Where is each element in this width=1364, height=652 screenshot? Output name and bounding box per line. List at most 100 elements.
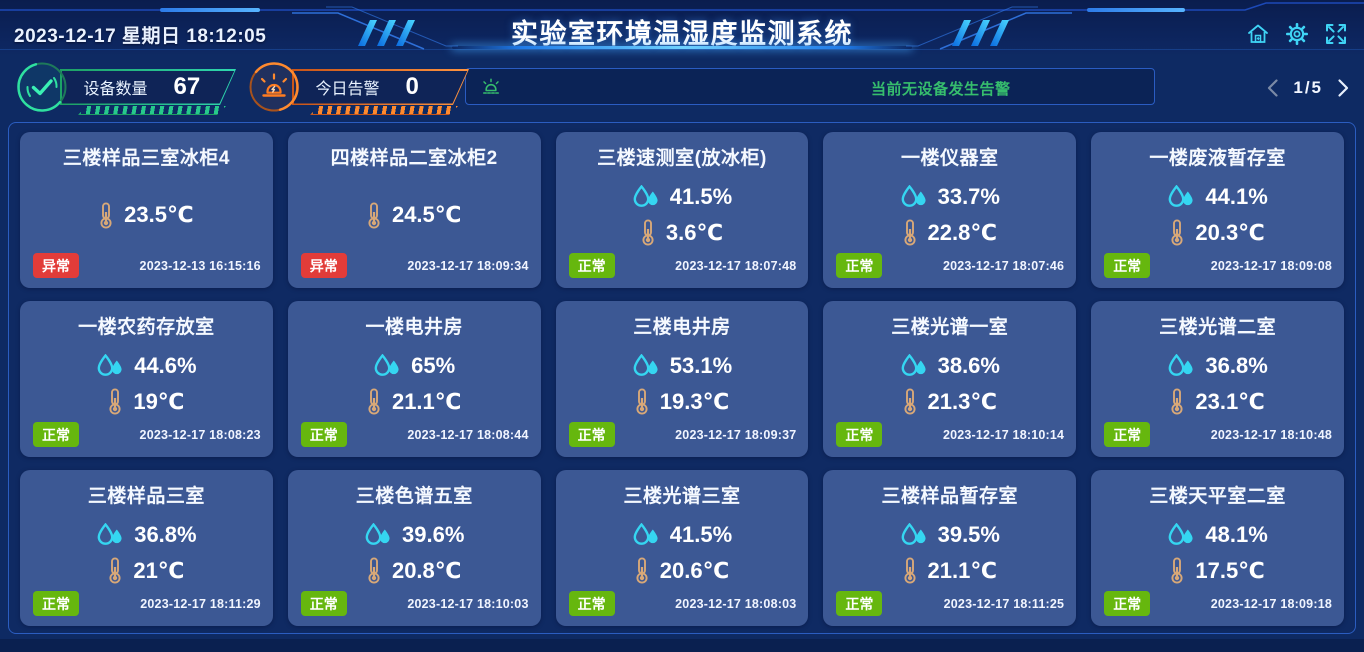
- timestamp: 2023-12-13 16:15:16: [139, 258, 261, 273]
- status-badge: 正常: [300, 591, 347, 616]
- device-card[interactable]: 一楼废液暂存室 44.1% 20.3℃ 正常 2023: [1091, 132, 1344, 288]
- humidity-reading: 65%: [373, 353, 455, 379]
- status-badge: 正常: [1104, 253, 1151, 278]
- alarm-count-label: 今日告警: [315, 81, 380, 98]
- temperature-reading: 20.3℃: [1170, 219, 1265, 246]
- humidity-icon: [901, 523, 926, 546]
- thermometer-icon: [1171, 219, 1183, 246]
- status-badge: 正常: [568, 253, 615, 278]
- datetime-display: 2023-12-17 星期日 18:12:05: [14, 26, 267, 47]
- thermometer-icon: [368, 201, 380, 229]
- thermometer-icon: [109, 388, 121, 415]
- humidity-reading: 39.6%: [364, 522, 464, 548]
- temperature-value: 19.3℃: [659, 388, 730, 414]
- device-card[interactable]: 三楼速测室(放冰柜) 41.5% 3.6℃ 正常 20: [555, 132, 809, 288]
- status-badge: 异常: [33, 253, 79, 278]
- device-card[interactable]: 三楼样品暂存室 39.5% 21.1℃ 正常 2023: [823, 470, 1077, 626]
- header-divider: [0, 49, 1364, 50]
- header-toolbar: [1246, 22, 1348, 46]
- room-name: 三楼样品暂存室: [881, 486, 1019, 507]
- timestamp: 2023-12-17 18:08:03: [675, 596, 797, 611]
- humidity-icon: [365, 523, 390, 546]
- temperature-reading: 24.5℃: [367, 201, 462, 229]
- humidity-value: 53.1%: [669, 352, 733, 378]
- timestamp: 2023-12-17 18:08:44: [407, 427, 529, 442]
- humidity-value: 41.5%: [669, 521, 733, 547]
- device-card[interactable]: 三楼色谱五室 39.6% 20.8℃ 正常 2023-: [287, 470, 541, 626]
- alarm-siren-icon: [249, 62, 299, 112]
- timestamp: 2023-12-17 18:07:46: [942, 258, 1065, 273]
- header: 2023-12-17 星期日 18:12:05 实验室环境温湿度监测系统: [0, 0, 1364, 56]
- status-badge: 正常: [300, 422, 347, 447]
- fullscreen-icon[interactable]: [1324, 22, 1348, 46]
- humidity-icon: [901, 185, 926, 208]
- settings-icon[interactable]: [1285, 22, 1309, 46]
- temperature-reading: 20.8℃: [367, 557, 461, 584]
- temperature-value: 20.6℃: [659, 557, 730, 583]
- humidity-icon: [1168, 354, 1193, 377]
- device-count-box: 设备数量 67: [60, 69, 236, 105]
- temperature-value: 21.1℃: [927, 557, 998, 583]
- prev-page-icon[interactable]: [1266, 78, 1279, 98]
- device-card[interactable]: 一楼农药存放室 44.6% 19℃ 正常 2023-1: [20, 301, 273, 457]
- temperature-reading: 21.1℃: [903, 557, 997, 584]
- humidity-value: 38.6%: [937, 352, 1000, 378]
- timestamp: 2023-12-17 18:08:23: [139, 427, 261, 442]
- timestamp: 2023-12-17 18:09:08: [1210, 258, 1332, 273]
- temperature-reading: 19℃: [108, 388, 184, 415]
- room-name: 三楼样品三室: [87, 486, 205, 507]
- device-card[interactable]: 三楼样品三室 36.8% 21℃ 正常 2023-12: [20, 470, 273, 626]
- temperature-reading: 3.6℃: [641, 219, 723, 246]
- temperature-reading: 21℃: [108, 557, 184, 584]
- timestamp: 2023-12-17 18:07:48: [675, 258, 797, 273]
- temperature-value: 21.3℃: [927, 388, 998, 414]
- humidity-icon: [901, 354, 926, 377]
- temperature-value: 17.5℃: [1195, 557, 1265, 583]
- alarm-count-box: 今日告警 0: [292, 69, 469, 105]
- thermometer-icon: [109, 557, 121, 584]
- device-card[interactable]: 一楼电井房 65% 21.1℃ 正常 2023-12-: [287, 301, 541, 457]
- timestamp: 2023-12-17 18:11:29: [140, 596, 261, 611]
- humidity-icon: [633, 354, 658, 377]
- status-badge: 正常: [836, 422, 883, 447]
- device-check-icon: [17, 62, 67, 112]
- temperature-value: 21℃: [133, 557, 185, 583]
- thermometer-icon: [642, 219, 654, 246]
- title-underline: [452, 46, 912, 49]
- humidity-icon: [374, 354, 399, 377]
- alarm-chevron-strip: [310, 106, 458, 115]
- humidity-icon: [1168, 523, 1193, 546]
- next-page-icon[interactable]: [1337, 78, 1350, 98]
- humidity-reading: 38.6%: [900, 353, 1000, 379]
- humidity-reading: 41.5%: [632, 184, 732, 210]
- timestamp: 2023-12-17 18:09:34: [407, 258, 529, 273]
- device-card[interactable]: 一楼仪器室 33.7% 22.8℃ 正常 2023-1: [823, 132, 1077, 288]
- room-name: 一楼仪器室: [901, 148, 999, 169]
- room-name: 一楼废液暂存室: [1149, 148, 1286, 169]
- device-card[interactable]: 三楼天平室二室 48.1% 17.5℃ 正常 2023: [1091, 470, 1344, 626]
- humidity-icon: [97, 523, 122, 546]
- timestamp: 2023-12-17 18:09:37: [675, 427, 797, 442]
- home-icon[interactable]: [1246, 22, 1270, 46]
- device-card[interactable]: 三楼光谱一室 38.6% 21.3℃ 正常 2023-: [823, 301, 1077, 457]
- device-card[interactable]: 三楼样品三室冰柜4 23.5℃ 异常 2023-12: [20, 132, 273, 288]
- temperature-value: 24.5℃: [391, 202, 462, 227]
- humidity-reading: 41.5%: [632, 522, 732, 548]
- status-badge: 异常: [300, 253, 347, 278]
- humidity-reading: 44.6%: [96, 353, 197, 379]
- temperature-value: 21.1℃: [391, 388, 462, 414]
- device-card[interactable]: 三楼光谱二室 36.8% 23.1℃ 正常 2023-: [1091, 301, 1344, 457]
- device-card[interactable]: 四楼样品二室冰柜2 24.5℃ 异常 2023-12: [287, 132, 541, 288]
- humidity-reading: 33.7%: [900, 184, 1000, 210]
- humidity-value: 48.1%: [1205, 521, 1268, 547]
- temperature-reading: 21.1℃: [367, 388, 461, 415]
- room-name: 三楼电井房: [633, 317, 731, 338]
- device-card[interactable]: 三楼光谱三室 41.5% 20.6℃ 正常 2023-: [555, 470, 809, 626]
- thermometer-icon: [100, 201, 112, 229]
- topline-highlight: [1087, 8, 1185, 12]
- device-count-widget: 设备数量 67: [16, 58, 231, 116]
- device-card[interactable]: 三楼电井房 53.1% 19.3℃ 正常 2023-1: [555, 301, 809, 457]
- status-badge: 正常: [1104, 591, 1151, 616]
- humidity-value: 39.5%: [937, 521, 1000, 547]
- page-indicator: 1/5: [1293, 78, 1323, 97]
